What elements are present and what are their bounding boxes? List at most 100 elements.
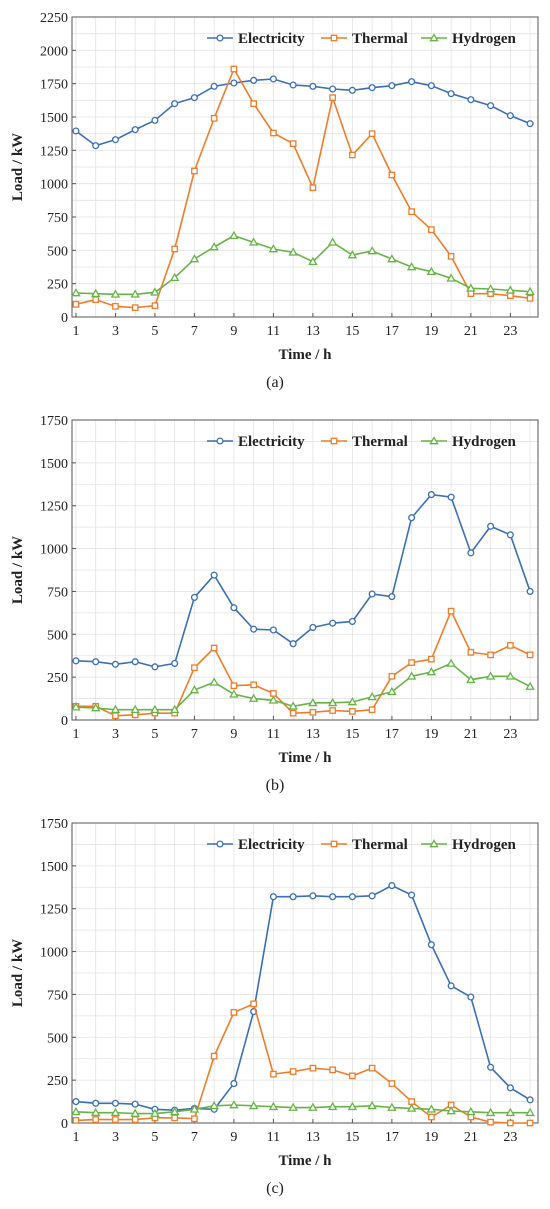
legend-item-hydrogen: Hydrogen: [421, 31, 517, 47]
data-point-electricity: [72, 1098, 80, 1106]
data-point-thermal: [131, 304, 139, 312]
data-point-thermal: [388, 1080, 396, 1087]
legend-item-thermal: Thermal: [321, 31, 408, 47]
data-point-thermal: [191, 167, 198, 175]
data-point-thermal: [447, 252, 455, 260]
data-point-hydrogen: [406, 1103, 417, 1112]
legend-a: Electricity Thermal Hydrogen: [207, 31, 517, 47]
data-point-hydrogen: [367, 246, 377, 255]
data-point-electricity: [309, 623, 317, 631]
data-point-hydrogen: [229, 689, 239, 698]
data-point-hydrogen: [268, 244, 279, 253]
data-point-hydrogen: [90, 1107, 101, 1117]
series-hydrogen-b: [71, 658, 535, 714]
series-electricity-a: [72, 75, 534, 150]
x-tick-label: 5: [151, 324, 158, 339]
x-tick-label: 21: [464, 1130, 478, 1145]
legend-marker: [330, 840, 338, 848]
data-point-thermal: [92, 1116, 100, 1123]
series-hydrogen-c: [71, 1100, 535, 1117]
legend-b: Electricity Thermal Hydrogen: [207, 434, 517, 450]
x-tick-label: 7: [191, 727, 198, 742]
y-tick-label: 1250: [40, 500, 68, 515]
data-point-electricity: [289, 81, 297, 89]
x-tick-label: 3: [112, 324, 119, 339]
legend-marker: [216, 437, 224, 445]
x-tick-label: 11: [267, 1130, 280, 1145]
data-point-electricity: [329, 85, 337, 93]
x-tick-label: 9: [230, 1130, 237, 1145]
data-point-thermal: [131, 1116, 139, 1123]
data-point-hydrogen: [446, 273, 456, 282]
data-point-hydrogen: [367, 691, 377, 701]
y-tick-label: 750: [47, 585, 68, 600]
x-tick-label: 17: [385, 324, 399, 339]
data-point-electricity: [230, 79, 238, 87]
data-point-thermal: [309, 708, 317, 716]
legend-label: Hydrogen: [452, 31, 517, 47]
y-tick-label: 2250: [40, 11, 68, 26]
data-point-thermal: [408, 659, 415, 666]
data-point-hydrogen: [189, 254, 200, 263]
series-line-hydrogen: [75, 1104, 531, 1115]
series-electricity-b: [72, 491, 534, 671]
caption-c: (c): [266, 1180, 284, 1197]
x-tick-label: 21: [464, 324, 478, 339]
data-point-electricity: [487, 1063, 495, 1071]
legend-label: Hydrogen: [452, 434, 517, 450]
x-tick-label: 15: [345, 1130, 359, 1145]
data-point-hydrogen: [248, 693, 259, 702]
data-point-hydrogen: [426, 1104, 437, 1113]
chart-panel-a: 1 3 5 7 9 11 13 15 17 19 21 23 0 250 500 750 1000 1250 150…: [0, 0, 550, 400]
data-point-electricity: [447, 982, 455, 990]
data-point-electricity: [388, 82, 396, 90]
caption-a: (a): [266, 374, 284, 391]
data-point-electricity: [151, 116, 159, 124]
data-point-electricity: [92, 1099, 100, 1107]
data-point-thermal: [250, 1000, 258, 1008]
x-axis-label: Time / h: [278, 1153, 332, 1169]
data-point-hydrogen: [110, 289, 121, 298]
data-point-thermal: [270, 1070, 277, 1078]
data-point-hydrogen: [288, 701, 298, 710]
legend-label: Hydrogen: [452, 837, 517, 853]
data-point-electricity: [309, 892, 317, 900]
data-point-hydrogen: [71, 702, 81, 711]
data-point-thermal: [191, 1115, 198, 1123]
data-point-electricity: [427, 491, 435, 499]
data-point-thermal: [388, 672, 396, 680]
x-tick-label: 13: [306, 727, 320, 742]
data-point-hydrogen: [130, 1108, 140, 1117]
data-point-thermal: [250, 681, 258, 689]
data-point-hydrogen: [288, 1102, 298, 1111]
data-point-thermal: [112, 1116, 119, 1123]
data-point-electricity: [408, 891, 416, 899]
data-point-electricity: [506, 1084, 514, 1092]
data-point-hydrogen: [327, 1101, 338, 1111]
data-point-thermal: [270, 129, 277, 137]
data-point-electricity: [447, 493, 455, 501]
data-point-hydrogen: [485, 1107, 496, 1117]
data-point-thermal: [151, 302, 159, 310]
data-point-hydrogen: [485, 284, 496, 293]
legend-label: Electricity: [238, 434, 305, 450]
data-point-electricity: [190, 94, 198, 102]
legend-marker: [216, 840, 224, 848]
legend-label: Thermal: [352, 31, 408, 47]
data-point-electricity: [388, 593, 396, 601]
legend-item-thermal: Thermal: [321, 434, 408, 450]
y-axis-label: Load / kW: [10, 939, 26, 1007]
x-tick-label: 9: [230, 727, 237, 742]
data-point-hydrogen: [347, 697, 358, 706]
data-point-thermal: [349, 151, 356, 159]
x-tick-label: 19: [424, 1130, 438, 1145]
data-point-thermal: [210, 114, 218, 122]
data-point-hydrogen: [505, 1107, 516, 1117]
data-point-thermal: [487, 651, 494, 659]
x-tick-label: 13: [306, 324, 320, 339]
data-point-thermal: [329, 707, 336, 714]
data-point-thermal: [171, 1114, 179, 1122]
x-tick-label: 9: [230, 324, 237, 339]
legend-label: Thermal: [352, 434, 408, 450]
data-point-electricity: [506, 112, 514, 120]
